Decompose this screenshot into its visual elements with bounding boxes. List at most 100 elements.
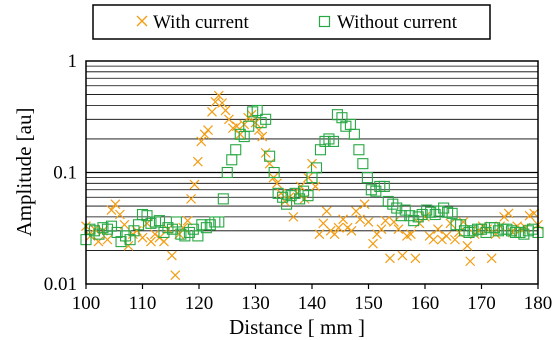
with-current-point — [351, 206, 361, 217]
without-current-point — [183, 226, 195, 238]
legend: With current Without current — [92, 4, 491, 40]
with-current-point — [428, 234, 439, 245]
x-tick-label: 140 — [298, 293, 327, 314]
legend-with-current-marker — [136, 15, 148, 27]
with-current-point — [529, 208, 539, 219]
with-current-point — [355, 214, 365, 225]
with-current-point — [368, 238, 378, 249]
with-current-point — [217, 98, 228, 108]
without-current-point — [327, 135, 340, 147]
legend-box — [92, 4, 491, 40]
without-current-point — [302, 190, 314, 202]
x-tick-label: 100 — [72, 293, 101, 314]
with-current-point — [490, 229, 501, 240]
with-current-point — [433, 224, 443, 235]
without-current-point — [455, 219, 467, 231]
x-tick-label: 160 — [411, 293, 440, 314]
with-current-point — [462, 240, 473, 251]
with-current-point — [450, 234, 460, 245]
with-current-point — [486, 253, 497, 264]
without-current-point — [111, 226, 123, 238]
without-current-point — [234, 128, 246, 140]
with-current-point — [397, 250, 408, 261]
with-current-point — [363, 217, 374, 227]
without-current-point — [175, 228, 187, 240]
with-current-point — [338, 214, 348, 225]
x-tick-label: 180 — [524, 293, 553, 314]
with-current-point — [207, 106, 217, 117]
with-current-point — [260, 147, 271, 158]
without-current-point — [153, 215, 165, 227]
with-current-point — [224, 114, 234, 125]
with-current-point — [189, 179, 200, 190]
with-current-point — [246, 109, 257, 120]
without-current-point — [149, 216, 162, 228]
with-current-point — [405, 229, 416, 240]
with-current-point — [503, 208, 514, 219]
with-current-point — [333, 222, 344, 233]
without-current-point — [353, 144, 365, 156]
with-current-point — [106, 205, 117, 216]
without-current-point — [260, 113, 272, 125]
without-current-point — [170, 216, 182, 228]
without-current-point — [378, 180, 390, 192]
x-axis-title: Distance [ mm ] — [229, 315, 365, 339]
without-current-point — [412, 211, 424, 223]
without-current-point — [200, 222, 212, 234]
axes: 100 110 120 130 140 150 160 170 180 0.01 0.1 1 — [44, 51, 553, 314]
with-current-point — [329, 229, 340, 240]
x-tick-label: 150 — [354, 293, 383, 314]
with-current-point — [359, 199, 370, 210]
without-current-point — [505, 225, 517, 237]
without-current-point — [348, 128, 360, 140]
with-current-point — [393, 224, 404, 235]
data-markers — [80, 90, 544, 281]
y-tick-label: 0.01 — [44, 274, 77, 295]
with-current-point — [310, 181, 321, 192]
without-current-point — [277, 191, 289, 203]
with-current-point — [385, 253, 395, 264]
without-current-point — [319, 135, 331, 147]
with-current-point — [376, 224, 387, 235]
with-current-point — [114, 209, 125, 220]
with-current-point — [110, 199, 121, 210]
x-tick-label: 130 — [241, 293, 270, 314]
with-current-point — [303, 172, 313, 183]
without-current-point — [514, 226, 526, 238]
y-axis-title: Amplitude [au] — [12, 108, 36, 237]
without-current-point — [243, 120, 255, 132]
with-current-point — [203, 125, 213, 136]
without-current-point — [192, 230, 204, 242]
without-current-point — [268, 166, 280, 179]
with-current-point — [150, 229, 160, 240]
with-current-point — [186, 193, 197, 204]
with-current-point — [250, 117, 261, 128]
without-current-point — [221, 166, 233, 179]
without-current-point — [230, 144, 242, 156]
with-current-point — [146, 236, 156, 247]
y-tick-label: 1 — [68, 51, 78, 72]
with-current-point — [220, 105, 231, 116]
gridlines — [86, 65, 538, 251]
legend-without-current-marker — [318, 15, 331, 28]
with-current-point — [314, 229, 325, 240]
with-current-point — [170, 270, 181, 281]
legend-without-current-label: Without current — [337, 12, 458, 33]
with-current-point — [445, 218, 456, 229]
with-current-point — [159, 236, 169, 247]
without-current-point — [488, 222, 501, 234]
without-current-point — [213, 216, 225, 228]
with-current-point — [380, 215, 391, 226]
with-current-point — [441, 230, 452, 241]
without-current-point — [141, 210, 153, 222]
without-current-point — [387, 198, 399, 210]
with-current-point — [410, 253, 421, 264]
without-current-point — [285, 190, 297, 202]
x-tick-label: 120 — [185, 293, 214, 314]
with-current-point — [458, 217, 469, 227]
y-tick-label: 0.1 — [53, 163, 77, 184]
without-current-point — [446, 207, 458, 219]
without-current-point — [421, 204, 433, 216]
without-current-point — [124, 234, 136, 246]
